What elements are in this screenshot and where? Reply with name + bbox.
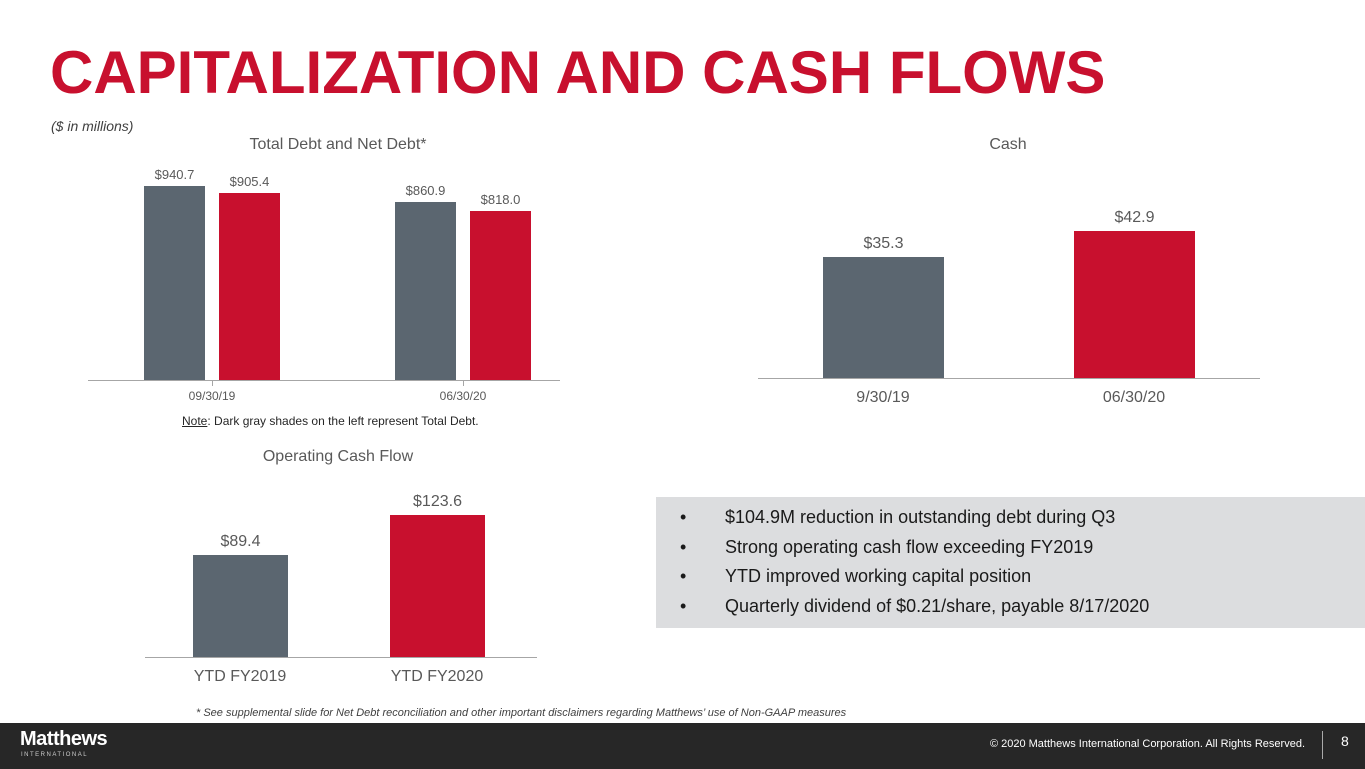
data-label: $35.3: [863, 234, 904, 252]
page-title: CAPITALIZATION AND CASH FLOWS: [50, 39, 1106, 106]
bullet: •: [680, 507, 687, 527]
ocf-chart-title: Operating Cash Flow: [262, 448, 414, 465]
matthews-logo-sub: INTERNATIONAL: [21, 752, 89, 758]
bullet: •: [680, 595, 687, 616]
data-label: $905.4: [229, 174, 270, 190]
tick-label: 9/30/19: [856, 389, 910, 406]
tick-label: YTD FY2019: [193, 668, 287, 685]
axis-tick: [463, 380, 464, 386]
total-debt-bar: [144, 185, 205, 380]
highlight-text: $104.9M reduction in outstanding debt du…: [725, 507, 1116, 527]
page-number: 8: [1341, 733, 1349, 749]
highlights-box: • $104.9M reduction in outstanding debt d…: [656, 497, 1365, 628]
highlight-item: • Strong operating cash flow exceeding FY…: [680, 533, 1365, 563]
data-label: $818.0: [480, 192, 521, 208]
cash-x-axis: [758, 378, 1260, 379]
ocf-bar: [193, 554, 288, 657]
debt-note: Note: Dark gray shades on the left repre…: [182, 414, 479, 428]
footer: [0, 723, 1365, 769]
tick-label: YTD FY2020: [390, 668, 484, 685]
net-debt-bar: [219, 193, 280, 380]
ocf-x-axis: [145, 657, 537, 658]
cash-chart-title: Cash: [989, 136, 1027, 153]
copyright: © 2020 Matthews International Corporatio…: [989, 738, 1305, 750]
data-label: $42.9: [1114, 208, 1155, 226]
net-debt-bar: [470, 211, 531, 380]
highlight-item: • YTD improved working capital position: [680, 562, 1365, 592]
units-note: ($ in millions): [51, 118, 134, 134]
highlight-text: Strong operating cash flow exceeding FY2…: [725, 536, 1094, 557]
debt-chart-title: Total Debt and Net Debt*: [249, 136, 427, 153]
disclaimer: * See supplemental slide for Net Debt re…: [196, 707, 847, 719]
highlight-text: Quarterly dividend of $0.21/share, payab…: [725, 595, 1150, 616]
highlight-item: • Quarterly dividend of $0.21/share, paya…: [680, 592, 1365, 622]
data-label: $123.6: [413, 493, 462, 511]
debt-x-axis: [88, 380, 560, 381]
cash-bar: [823, 256, 944, 378]
highlight-item: • $104.9M reduction in outstanding debt d…: [680, 503, 1365, 533]
tick-label: 06/30/20: [439, 389, 487, 403]
data-label: $940.7: [154, 166, 195, 182]
highlight-text: YTD improved working capital position: [725, 566, 1032, 586]
cash-bar: [1074, 230, 1195, 378]
note-prefix: Note: [182, 414, 208, 428]
footer-divider: [1322, 731, 1323, 759]
total-debt-bar: [395, 202, 456, 380]
matthews-logo: Matthews: [20, 728, 108, 750]
bullet: •: [680, 566, 687, 586]
ocf-bar: [390, 515, 485, 657]
axis-tick: [212, 380, 213, 386]
note-text: : Dark gray shades on the left represent…: [207, 414, 479, 428]
tick-label: 06/30/20: [1102, 389, 1166, 406]
tick-label: 09/30/19: [188, 389, 236, 403]
bullet: •: [680, 536, 687, 557]
data-label: $860.9: [405, 183, 446, 199]
data-label: $89.4: [220, 532, 261, 550]
